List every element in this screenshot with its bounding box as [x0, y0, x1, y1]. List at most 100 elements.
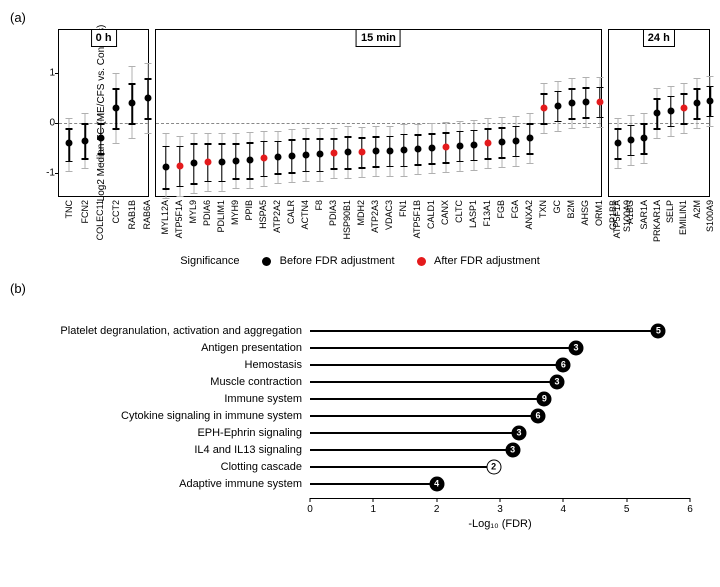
marker — [428, 145, 435, 152]
xtick-label: AHSG — [580, 200, 590, 226]
row-line — [310, 466, 494, 468]
marker — [540, 105, 547, 112]
marker — [386, 147, 393, 154]
row-line — [310, 347, 576, 349]
subplot-0h: 0 h-101Log2 Median FC (ME/CFS vs. Contro… — [58, 29, 149, 197]
xtick-label: A1BG — [625, 200, 635, 224]
row-label: Muscle contraction — [10, 376, 302, 388]
b-xtick: 4 — [561, 504, 567, 515]
figure: (a) 0 h-101Log2 Median FC (ME/CFS vs. Co… — [10, 10, 710, 538]
marker — [260, 155, 267, 162]
marker — [641, 135, 648, 142]
ytick: 1 — [37, 68, 55, 79]
row-label: Hemostasis — [10, 359, 302, 371]
ytick: 0 — [37, 118, 55, 129]
row-label: Platelet degranulation, activation and a… — [10, 325, 302, 337]
zero-line — [609, 123, 709, 124]
plot-area — [156, 48, 600, 196]
b-xtick: 3 — [497, 504, 503, 515]
b-xtick: 5 — [624, 504, 630, 515]
xtick-label: ATP2A3 — [370, 200, 380, 233]
marker — [302, 151, 309, 158]
marker — [218, 158, 225, 165]
xtick-label: VDAC3 — [384, 200, 394, 230]
row-count-circle: 3 — [505, 442, 520, 457]
marker — [596, 98, 603, 105]
marker — [582, 99, 589, 106]
b-xtick: 2 — [434, 504, 440, 515]
row-label: Clotting cascade — [10, 461, 302, 473]
row-count-circle: 4 — [429, 476, 444, 491]
row-count-circle: 3 — [550, 374, 565, 389]
marker — [526, 135, 533, 142]
marker — [484, 140, 491, 147]
subplot-title: 0 h — [91, 30, 117, 47]
marker — [144, 95, 151, 102]
xtick-label: MDH2 — [356, 200, 366, 226]
ytick: -1 — [37, 168, 55, 179]
xtick-label: CCT2 — [111, 200, 121, 224]
row-line — [310, 381, 557, 383]
row-line — [310, 364, 563, 366]
plot-area — [609, 48, 709, 196]
marker — [707, 97, 714, 104]
xtick-label: LASP1 — [468, 200, 478, 228]
xtick-label: FGB — [496, 200, 506, 219]
marker — [627, 136, 634, 143]
xtick-label: SAR1A — [639, 200, 649, 230]
xtick-label: FCN2 — [80, 200, 90, 224]
xtick-label: CALR — [286, 200, 296, 224]
legend-a: Significance Before FDR adjustment After… — [10, 255, 710, 267]
legend-marker-before — [262, 257, 271, 266]
row-label: Immune system — [10, 393, 302, 405]
row-label: IL4 and IL13 signaling — [10, 444, 302, 456]
legend-label-before: Before FDR adjustment — [280, 255, 395, 267]
xtick-label: FGA — [510, 200, 520, 219]
xtick-label: RAB1B — [127, 200, 137, 230]
row-label: Cytokine signaling in immune system — [10, 410, 302, 422]
marker — [232, 157, 239, 164]
marker — [694, 100, 701, 107]
b-xtick: 1 — [371, 504, 377, 515]
xtick-label: ACTN4 — [300, 200, 310, 230]
marker — [568, 100, 575, 107]
panel-b: Platelet degranulation, activation and a… — [10, 314, 710, 538]
row-line — [310, 483, 437, 485]
row-line — [310, 432, 519, 434]
xtick-label: ORM1 — [594, 200, 604, 226]
xtick-label: ATP2A2 — [272, 200, 282, 233]
row-count-circle: 6 — [556, 357, 571, 372]
marker — [442, 144, 449, 151]
xtick-label: RAB6A — [142, 200, 152, 230]
marker — [358, 149, 365, 156]
legend-item-after: After FDR adjustment — [417, 255, 540, 267]
marker — [316, 151, 323, 158]
xtick-label: HSPA5 — [258, 200, 268, 229]
marker — [330, 150, 337, 157]
row-label: Adaptive immune system — [10, 478, 302, 490]
legend-label-after: After FDR adjustment — [434, 255, 540, 267]
marker — [129, 100, 136, 107]
marker — [82, 137, 89, 144]
marker — [654, 110, 661, 117]
xtick-label: F8 — [314, 200, 324, 211]
xtick-label: SELP — [665, 200, 675, 223]
marker — [372, 148, 379, 155]
row-count-circle: 3 — [569, 340, 584, 355]
subplot-title: 15 min — [356, 30, 401, 47]
row-count-circle: 6 — [531, 408, 546, 423]
marker — [176, 162, 183, 169]
row-count-circle: 9 — [537, 391, 552, 406]
row-label: EPH-Ephrin signaling — [10, 427, 302, 439]
row-label: Antigen presentation — [10, 342, 302, 354]
xtick-label: ANXA2 — [524, 200, 534, 230]
panel-a: 0 h-101Log2 Median FC (ME/CFS vs. Contro… — [58, 29, 710, 197]
row-line — [310, 415, 538, 417]
xtick-label: TXN — [538, 200, 548, 218]
xtick-label: MYL12A — [160, 200, 170, 235]
marker — [344, 149, 351, 156]
xtick-label: MYH9 — [230, 200, 240, 225]
marker — [400, 146, 407, 153]
xtick-label: TNC — [64, 200, 74, 219]
marker — [680, 105, 687, 112]
